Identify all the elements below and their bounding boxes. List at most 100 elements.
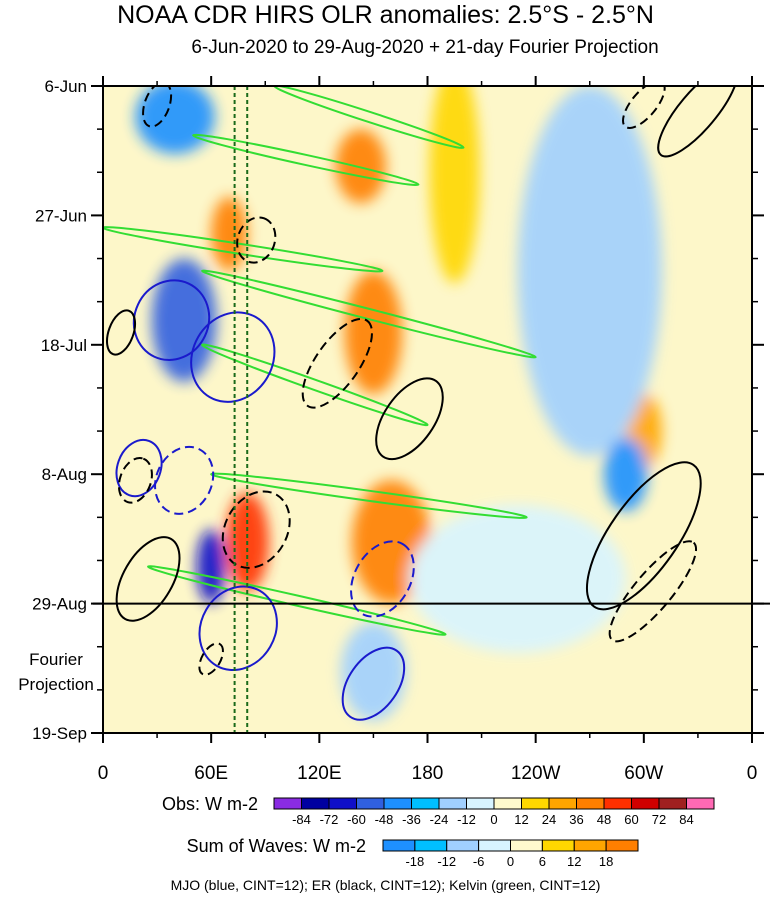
mjo-contour	[350, 540, 415, 618]
kelvin-contour	[192, 133, 420, 187]
olr-anomaly-field	[103, 86, 752, 733]
er-contour	[301, 317, 373, 409]
colorbar-box	[273, 797, 302, 810]
er-contour	[236, 216, 277, 264]
colorbar-box	[446, 839, 480, 852]
colorbar-label: -6	[473, 854, 485, 869]
er-contour	[115, 536, 181, 622]
colorbar-box	[573, 839, 607, 852]
colorbar-box	[686, 797, 715, 810]
x-tick-label: 120W	[511, 763, 561, 784]
colorbar-box	[521, 797, 550, 810]
colorbar-label: 60	[624, 812, 638, 827]
x-tick-label: 0	[98, 763, 109, 784]
colorbar-box	[605, 839, 639, 852]
colorbar-label: -12	[457, 812, 476, 827]
anomaly-blob	[604, 437, 648, 512]
mjo-contour	[341, 646, 406, 721]
colorbar-box	[356, 797, 385, 810]
axes: 6-Jun 27-Jun 18-Jul 8-Aug 29-Aug 19-Sep Fourie…	[18, 76, 770, 784]
kelvin-contour	[210, 472, 528, 519]
colorbar-box	[328, 797, 357, 810]
colorbar-label: 0	[507, 854, 514, 869]
colorbar-label: 6	[539, 854, 546, 869]
mjo-contour	[198, 585, 278, 672]
anomaly-blob	[344, 270, 403, 395]
er-contour	[106, 309, 137, 356]
waves-colorbar: -18 -12 -6 0 6 12 18 Sum of Waves: W m-2	[187, 836, 639, 869]
colorbar-box	[541, 839, 575, 852]
colorbar-box	[383, 797, 412, 810]
x-tick-label: 0	[747, 763, 758, 784]
colorbar-label: 48	[597, 812, 611, 827]
anomaly-blobs	[135, 86, 662, 721]
colorbar-box	[411, 797, 440, 810]
colorbar-box	[603, 797, 632, 810]
er-contour	[657, 86, 739, 158]
colorbar-label: -84	[292, 812, 311, 827]
colorbar-label: 36	[569, 812, 583, 827]
er-contour	[117, 457, 153, 504]
colorbar-label: 72	[652, 812, 666, 827]
colorbar-label: -18	[405, 854, 424, 869]
series-kelvin	[103, 86, 537, 636]
kelvin-contour	[103, 226, 384, 273]
colorbar-label: 84	[679, 812, 693, 827]
x-tick-label: 180	[412, 763, 444, 784]
kelvin-contour	[201, 269, 537, 359]
anomaly-blob	[340, 622, 406, 721]
y-tick-label: 19-Sep	[32, 724, 87, 743]
x-tick-label: 120E	[297, 763, 341, 784]
kelvin-contour	[201, 343, 429, 427]
anomaly-blob	[196, 529, 226, 604]
colorbar-label: -60	[347, 812, 366, 827]
mjo-contour	[154, 445, 215, 515]
x-tick-label: 60W	[624, 763, 663, 784]
colorbar-box	[478, 839, 511, 852]
anomaly-blob	[211, 196, 248, 271]
colorbar-label: 24	[542, 812, 556, 827]
colorbar-box	[466, 797, 495, 810]
chart-title: NOAA CDR HIRS OLR anomalies: 2.5°S - 2.5…	[117, 1, 654, 29]
anomaly-blob	[517, 86, 662, 456]
anomaly-blob	[335, 129, 387, 204]
colorbar-label: -48	[375, 812, 394, 827]
colorbar-label: 0	[490, 812, 497, 827]
er-contour	[622, 86, 666, 129]
colorbar-box	[631, 797, 660, 810]
colorbar-box	[438, 797, 467, 810]
colorbars: -84 -72 -60 -48 -36 -24 -12 0 12 24 36 48 60 72 84Obs:…	[162, 794, 715, 869]
y-tick-label: 18-Jul	[41, 336, 87, 355]
er-contour	[221, 490, 291, 569]
contour-legend: MJO (blue, CINT=12); ER (black, CINT=12)…	[170, 877, 601, 893]
x-tick-label: 60E	[194, 763, 228, 784]
colorbar-label: -36	[402, 812, 421, 827]
colorbar-box	[510, 839, 543, 852]
colorbar-title: Obs: W m-2	[162, 794, 258, 814]
er-contour	[198, 642, 224, 676]
colorbar-box	[414, 839, 448, 852]
series-mjo	[115, 279, 415, 721]
colorbar-label: 18	[599, 854, 613, 869]
colorbar-box	[548, 797, 577, 810]
kelvin-contour	[147, 565, 447, 636]
anomaly-blob	[429, 86, 480, 284]
obs-colorbar: -84 -72 -60 -48 -36 -24 -12 0 12 24 36 48 60 72 84 Obs:…	[162, 794, 715, 827]
colorbar-box	[382, 839, 416, 852]
colorbar-label: -12	[437, 854, 456, 869]
y-tick-label: 6-Jun	[44, 77, 87, 96]
anomaly-blob	[409, 505, 626, 653]
colorbar-box	[493, 797, 522, 810]
colorbar-title: Sum of Waves: W m-2	[187, 836, 366, 856]
colorbar-label: 12	[567, 854, 581, 869]
mjo-contour	[132, 279, 211, 361]
er-contour	[375, 377, 444, 461]
colorbar-label: -72	[320, 812, 339, 827]
y-tick-label: 29-Aug	[32, 595, 87, 614]
projection-label: Projection	[18, 675, 94, 694]
anomaly-blob	[151, 258, 217, 382]
anomaly-blob	[135, 86, 215, 154]
projection-label: Fourier	[29, 650, 83, 669]
er-contour	[142, 86, 173, 128]
